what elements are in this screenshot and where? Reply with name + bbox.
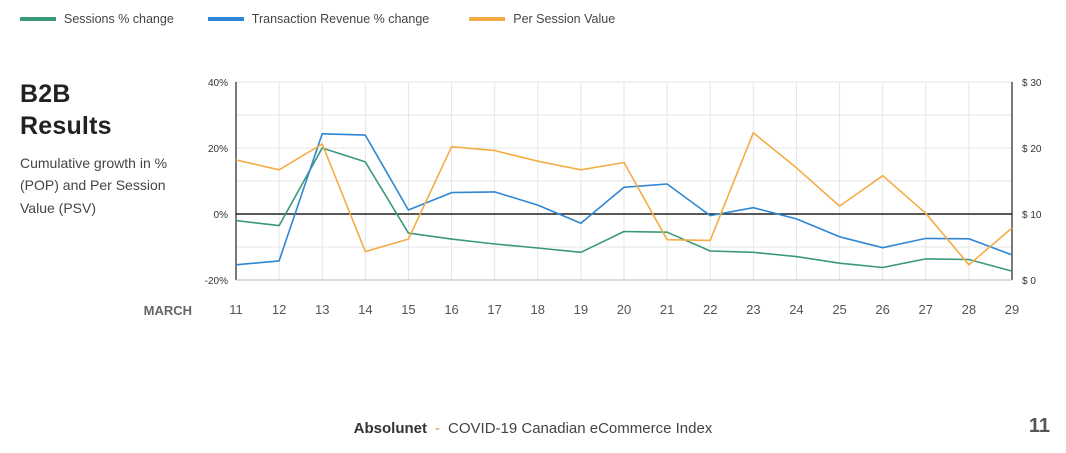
- footer-separator: -: [435, 420, 441, 437]
- x-tick-label: 21: [660, 302, 674, 317]
- x-tick-label: 29: [1005, 302, 1019, 317]
- x-tick-label: 13: [315, 302, 329, 317]
- page-subtitle: Cumulative growth in % (POP) and Per Ses…: [20, 155, 168, 216]
- x-tick-label: 18: [531, 302, 545, 317]
- x-tick-label: 17: [487, 302, 501, 317]
- x-tick-label: 28: [962, 302, 976, 317]
- series-line-transaction-revenue-change: [235, 133, 1013, 266]
- legend-item-psv: Per Session Value: [469, 12, 615, 26]
- y-tick-label-right: $ 30: [1022, 78, 1042, 89]
- footer-brand: Absolunet: [353, 420, 428, 437]
- legend-swatch-sessions: [20, 17, 56, 21]
- x-tick-label: 25: [832, 302, 846, 317]
- x-tick-label: 12: [272, 302, 286, 317]
- y-tick-label-right: $ 10: [1022, 210, 1042, 221]
- series-line-sessions-change: [235, 147, 1013, 272]
- legend-swatch-psv: [469, 17, 506, 21]
- legend-item-sessions: Sessions % change: [20, 12, 174, 26]
- page-number: 11: [1028, 415, 1050, 437]
- y-tick-label-left: -20%: [205, 276, 228, 287]
- x-axis-label: MARCH: [144, 303, 192, 318]
- x-tick-label: 19: [574, 302, 588, 317]
- x-tick-label: 11: [229, 302, 243, 317]
- y-tick-label-left: 40%: [208, 78, 228, 89]
- line-chart: 40% 20% 0% -20% $ 30 $ 20 $ 10 $ 0 11 12 13 14 15 16 1…: [144, 78, 1042, 318]
- y-tick-label-right: $ 0: [1022, 276, 1036, 287]
- legend-item-revenue: Transaction Revenue % change: [207, 12, 430, 26]
- legend-swatch-revenue: [207, 17, 244, 21]
- legend-label-revenue: Transaction Revenue % change: [251, 12, 430, 26]
- legend-label-sessions: Sessions % change: [64, 12, 174, 26]
- x-tick-label: 24: [789, 302, 803, 317]
- series-line-per-session-value: [235, 132, 1013, 266]
- legend: Sessions % change Transaction Revenue % …: [20, 12, 649, 26]
- x-tick-label: 26: [875, 302, 889, 317]
- y-tick-label-left: 0%: [214, 210, 229, 221]
- page-title-line: Results: [20, 112, 112, 140]
- page-title: B2B Results: [20, 78, 160, 142]
- page-title-line: B2B: [20, 80, 71, 108]
- x-tick-label: 23: [746, 302, 760, 317]
- y-tick-label-left: 20%: [208, 144, 228, 155]
- x-tick-label: 22: [703, 302, 717, 317]
- x-tick-label: 27: [919, 302, 933, 317]
- x-tick-label: 15: [401, 302, 415, 317]
- legend-label-psv: Per Session Value: [513, 12, 616, 26]
- footer: Absolunet - COVID-19 Canadian eCommerce In…: [0, 420, 1066, 437]
- x-tick-label: 20: [617, 302, 631, 317]
- footer-text: COVID-19 Canadian eCommerce Index: [448, 420, 713, 437]
- y-tick-label-right: $ 20: [1022, 144, 1042, 155]
- x-tick-label: 16: [444, 302, 458, 317]
- x-tick-label: 14: [358, 302, 372, 317]
